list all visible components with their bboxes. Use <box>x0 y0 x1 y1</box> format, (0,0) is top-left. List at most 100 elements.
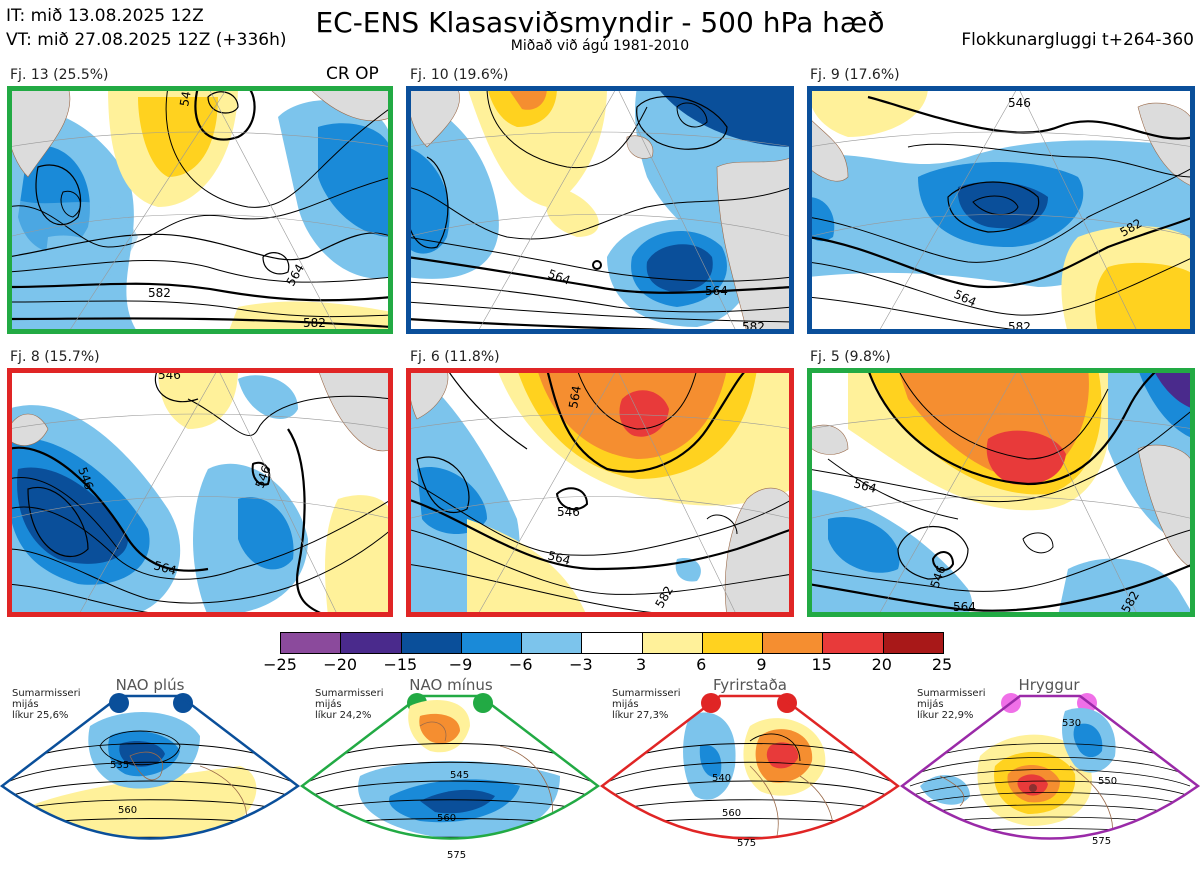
contour-label: 545 <box>450 770 469 781</box>
colorbar-swatch <box>400 633 461 653</box>
contour-label: 575 <box>1092 836 1111 847</box>
graticule <box>407 369 793 616</box>
contour-label: 564 <box>953 600 976 614</box>
page-title: EC-ENS Klasasviðsmyndir - 500 hPa hæð <box>315 6 885 39</box>
contour-label: 564 <box>705 284 728 298</box>
colorbar-swatch <box>882 633 943 653</box>
graticule <box>808 369 1194 616</box>
regime-note-2: Sumarmisseri mijás líkur 24,2% <box>315 688 384 721</box>
height-contours <box>8 369 392 616</box>
colorbar-tick-label: −3 <box>569 655 593 674</box>
regime-title-2: NAO mínus <box>409 676 493 694</box>
regime-note-3: Sumarmisseri mijás líkur 27,3% <box>612 688 681 721</box>
contour-label: 564 <box>546 267 572 288</box>
colorbar-swatch <box>340 633 401 653</box>
contour-label: 560 <box>437 813 456 824</box>
colorbar-tick-label: 3 <box>635 655 647 674</box>
colorbar-swatch <box>581 633 642 653</box>
regime-map-3: 540 560 575 <box>600 694 900 849</box>
contour-label: 582 <box>742 320 765 333</box>
anomaly-shading <box>407 369 793 616</box>
height-contours <box>808 369 1194 612</box>
colorbar-tick-label: −15 <box>383 655 418 674</box>
contour-label: 550 <box>1098 776 1117 787</box>
height-contours <box>808 95 1194 333</box>
contour-label: 560 <box>118 805 137 816</box>
panel-label-5: Fj. 6 (11.8%) <box>410 349 500 365</box>
contour-label: 564 <box>952 287 979 309</box>
page-subtitle: Miðað við ágú 1981-2010 <box>510 38 690 54</box>
contour-label: 564 <box>546 548 572 567</box>
contour-label: 564 <box>852 476 878 495</box>
colorbar-tick-label: −25 <box>263 655 297 674</box>
colorbar-swatch <box>281 633 341 653</box>
contour-label: 560 <box>722 808 741 819</box>
clustering-window: Flokkunargluggi t+264-360 <box>961 30 1194 50</box>
regime-note-4: Sumarmisseri mijás líkur 22,9% <box>917 688 986 721</box>
cluster-map-5: 564 546 564 582 <box>407 369 793 616</box>
regime-marker-1b <box>173 693 193 713</box>
contour-label: 582 <box>148 286 171 300</box>
cluster-map-4: 546 546 564 546 <box>8 369 392 616</box>
contour-label: 564 <box>152 558 178 577</box>
land-masses <box>808 424 1194 570</box>
contour-label: 546 <box>177 87 195 108</box>
regime-marker-1a <box>109 693 129 713</box>
colorbar-swatch <box>521 633 582 653</box>
anomaly-shading <box>808 369 1194 616</box>
graticule <box>8 369 392 616</box>
regime-title-1: NAO plús <box>115 676 185 694</box>
colorbar-tick-label: 25 <box>931 655 953 674</box>
contour-label: 575 <box>447 850 466 861</box>
control-run-label: CR OP <box>326 64 379 84</box>
contour-label: 546 <box>1008 96 1031 110</box>
valid-time: VT: mið 27.08.2025 12Z (+336h) <box>6 30 287 50</box>
graticule <box>407 87 793 333</box>
colorbar-tick-label: 20 <box>871 655 892 674</box>
cluster-map-6: 564 546 564 582 <box>808 369 1194 616</box>
anomaly-shading <box>8 87 392 333</box>
colorbar-tick-label: 9 <box>756 655 767 674</box>
initial-time: IT: mið 13.08.2025 12Z <box>6 6 204 26</box>
graticule <box>8 87 392 333</box>
colorbar-swatch <box>822 633 883 653</box>
colorbar-tick-label: −6 <box>508 655 533 674</box>
colorbar-tick-label: −20 <box>323 655 358 674</box>
land-masses <box>808 102 1194 188</box>
contour-label: 535 <box>110 760 129 771</box>
regime-map-4: 530 550 575 <box>900 694 1200 847</box>
panel-label-3: Fj. 9 (17.6%) <box>810 67 900 83</box>
panel-label-4: Fj. 8 (15.7%) <box>10 349 100 365</box>
contour-label: 540 <box>712 773 731 784</box>
colorbar-tick-label: 15 <box>811 655 832 674</box>
regime-map-1: 535 560 <box>0 694 300 840</box>
panel-label-6: Fj. 5 (9.8%) <box>810 349 891 365</box>
colorbar-labels: −25 −20 −15 −9 −6 −3 3 6 9 15 20 25 <box>263 655 952 675</box>
panel-label-1: Fj. 13 (25.5%) <box>10 67 109 83</box>
contour-label: 575 <box>737 838 756 849</box>
regime-title-4: Hryggur <box>1018 676 1080 694</box>
regime-title-3: Fyrirstaða <box>713 676 787 694</box>
header-info: IT: mið 13.08.2025 12Z VT: mið 27.08.202… <box>6 4 287 52</box>
anomaly-shading <box>808 87 1194 333</box>
cluster-map-2: 564 564 582 <box>407 87 793 333</box>
cluster-map-3: 546 564 582 582 <box>808 87 1194 333</box>
contour-label: 582 <box>303 316 326 330</box>
regime-note-1: Sumarmisseri mijás líkur 25,6% <box>12 688 81 721</box>
regime-row: Sumarmisseri mijás líkur 25,6% NAO plús <box>0 676 1200 871</box>
contour-label: 530 <box>1062 718 1081 729</box>
colorbar <box>280 632 944 654</box>
regime-map-2: 545 560 575 <box>300 694 600 861</box>
height-contours <box>8 87 392 329</box>
contour-label: 546 <box>158 369 181 382</box>
contour-label: 564 <box>283 262 307 289</box>
colorbar-tick-label: 6 <box>696 655 707 674</box>
contour-label: 564 <box>566 385 584 410</box>
colorbar-tick-label: −9 <box>448 655 473 674</box>
contour-label: 582 <box>652 584 676 611</box>
contour-label: 546 <box>557 505 580 519</box>
graticule <box>808 87 1194 333</box>
colorbar-swatch <box>701 633 763 653</box>
colorbar-swatch <box>460 633 522 653</box>
panel-label-2: Fj. 10 (19.6%) <box>410 67 509 83</box>
